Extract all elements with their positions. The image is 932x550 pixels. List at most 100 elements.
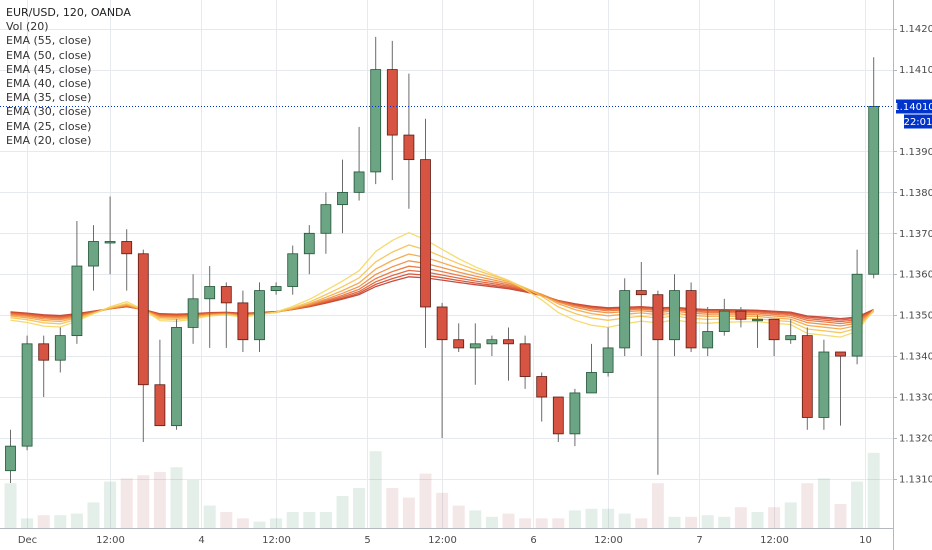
price-label-box: [896, 99, 932, 114]
candle-body: [486, 339, 498, 345]
candle-body: [353, 171, 365, 193]
candle-body: [121, 241, 133, 255]
candle-body: [801, 335, 813, 418]
volume-bar: [851, 481, 864, 528]
ema-line: [10, 253, 875, 330]
time-axis-label: 12:00: [262, 535, 291, 546]
price-axis-label: 1.13500: [899, 311, 932, 322]
volume-bars: [4, 451, 880, 528]
time-axis-label: 12:00: [96, 535, 125, 546]
price-axis[interactable]: 1.14200 1.14100 1.13900 1.13800 1.13700 1.136…: [893, 24, 932, 485]
volume-bar: [37, 515, 50, 528]
candle-body: [602, 347, 614, 373]
legend-indicator[interactable]: EMA (40, close): [6, 77, 92, 91]
time-axis-label: 12:00: [594, 535, 623, 546]
ema-line: [10, 231, 875, 338]
volume-bar: [170, 467, 183, 528]
volume-bar: [502, 513, 515, 528]
legend-indicator[interactable]: EMA (25, close): [6, 119, 92, 133]
candle-body: [818, 351, 830, 418]
volume-bar: [369, 451, 382, 528]
candle-body: [851, 273, 863, 357]
candle-body: [586, 372, 597, 394]
candle-body: [868, 106, 880, 275]
candle-body: [137, 253, 149, 386]
volume-bar: [203, 505, 216, 528]
price-axis-label: 1.13700: [899, 229, 932, 240]
volume-bar: [751, 512, 764, 528]
time-axis-label: Dec: [18, 535, 37, 546]
price-axis-label: 1.13100: [899, 474, 932, 485]
candle-body: [569, 392, 581, 435]
candle-body: [436, 306, 448, 341]
volume-bar: [519, 518, 532, 528]
candle-body: [685, 290, 697, 349]
candle-body: [320, 204, 332, 234]
candle-body: [220, 286, 232, 304]
candle-body: [187, 298, 199, 328]
candle-body: [702, 331, 714, 349]
grid-lines: [0, 0, 893, 528]
candle-body: [71, 265, 83, 337]
volume-bar: [120, 478, 133, 528]
legend-indicator[interactable]: EMA (30, close): [6, 105, 92, 119]
volume-bar: [436, 492, 449, 528]
volume-bar: [104, 481, 117, 528]
volume-bar: [137, 475, 150, 528]
volume-bar: [153, 472, 166, 528]
volume-bar: [87, 502, 100, 528]
volume-bar: [452, 505, 465, 528]
time-axis-label: 12:00: [428, 535, 457, 546]
price-axis-label: 1.13200: [899, 433, 932, 444]
candle-body: [552, 396, 564, 435]
candle-body: [171, 327, 182, 427]
countdown-label: 22:01: [904, 117, 932, 128]
legend-indicator[interactable]: Vol (20): [6, 20, 49, 34]
candle-body: [88, 241, 99, 267]
volume-bar: [386, 488, 399, 528]
volume-bar: [585, 508, 598, 528]
chart-legend: EUR/USD, 120, OANDA Vol (20) EMA (55, cl…: [6, 6, 131, 148]
price-axis-label: 1.13900: [899, 147, 932, 158]
volume-bar: [602, 508, 615, 528]
candle-body: [337, 191, 348, 206]
time-axis-label: 4: [198, 535, 204, 546]
chart-title[interactable]: EUR/USD, 120, OANDA: [6, 6, 131, 19]
time-axis-label: 5: [364, 535, 370, 546]
volume-bar: [54, 515, 67, 528]
legend-indicator[interactable]: EMA (35, close): [6, 91, 92, 105]
candle-body: [237, 302, 249, 341]
time-axis[interactable]: Dec 12:00 4 12:00 5 12:00 6 12:00 7 12:00 10: [18, 535, 872, 546]
volume-bar: [286, 512, 299, 528]
candle-body: [669, 290, 680, 341]
candle-body: [536, 376, 548, 398]
time-axis-label: 7: [696, 535, 702, 546]
candle-body: [54, 335, 66, 361]
candle-body: [768, 318, 780, 341]
legend-indicator[interactable]: EMA (45, close): [6, 62, 92, 76]
volume-bar: [552, 518, 565, 528]
volume-bar: [4, 483, 17, 528]
time-axis-label: 10: [859, 535, 872, 546]
candle-body: [635, 290, 647, 296]
volume-bar: [236, 518, 249, 528]
volume-bar: [867, 452, 880, 528]
candle-body: [420, 159, 431, 308]
volume-bar: [635, 518, 648, 528]
candle-body: [370, 69, 382, 173]
candle-body: [270, 286, 282, 292]
legend-indicator[interactable]: EMA (50, close): [6, 48, 92, 62]
volume-bar: [801, 483, 814, 528]
legend-indicator[interactable]: EMA (20, close): [6, 133, 92, 147]
volume-bar: [734, 507, 747, 528]
candle-body: [104, 241, 116, 244]
volume-bar: [303, 512, 316, 528]
volume-bar: [419, 473, 432, 528]
time-axis-label: 12:00: [760, 535, 789, 546]
legend-indicator[interactable]: EMA (55, close): [6, 34, 92, 48]
volume-bar: [817, 478, 830, 528]
candle-body: [619, 290, 631, 349]
candle-body: [287, 253, 299, 287]
volume-bar: [469, 510, 482, 528]
